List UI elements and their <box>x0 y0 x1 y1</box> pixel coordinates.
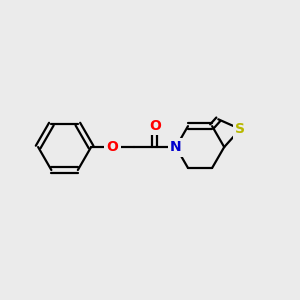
Text: O: O <box>149 119 161 133</box>
Text: S: S <box>236 122 245 136</box>
Text: N: N <box>170 140 182 154</box>
Text: O: O <box>106 140 118 154</box>
